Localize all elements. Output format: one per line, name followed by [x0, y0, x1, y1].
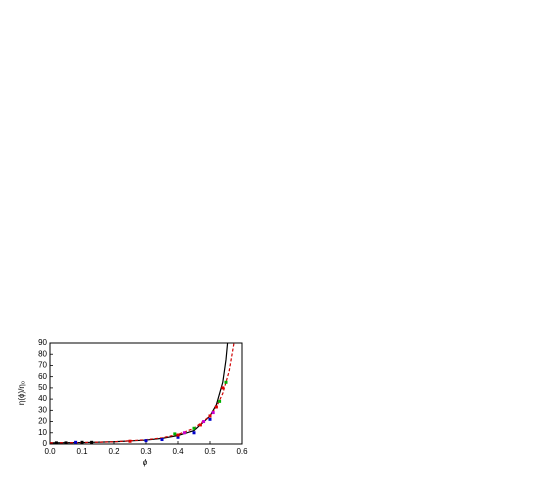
y-tick-label: 60	[38, 372, 47, 381]
x-tick-label: 0.0	[44, 447, 56, 456]
data-point	[80, 440, 84, 444]
x-tick-label: 0.4	[172, 447, 184, 456]
x-tick-label: 0.6	[236, 447, 248, 456]
x-tick-label: 0.1	[76, 447, 88, 456]
data-point	[160, 438, 164, 442]
data-point	[128, 439, 132, 443]
y-tick-label: 70	[38, 361, 47, 370]
y-tick-label: 50	[38, 383, 47, 392]
y-tick-label: 90	[38, 338, 47, 347]
data-point	[176, 433, 180, 437]
x-tick-label: 0.5	[204, 447, 216, 456]
curve	[50, 343, 235, 444]
data-point	[64, 441, 68, 444]
data-point	[208, 414, 212, 418]
data-point	[218, 399, 222, 403]
data-point	[176, 435, 180, 439]
data-point	[54, 441, 58, 444]
plot-area	[50, 343, 235, 444]
data-point	[221, 386, 225, 390]
data-point	[214, 405, 218, 409]
data-point	[173, 432, 177, 436]
data-point	[90, 440, 94, 444]
x-tick-label: 0.2	[108, 447, 120, 456]
y-tick-label: 20	[38, 417, 47, 426]
y-tick-label: 0	[43, 439, 48, 448]
y-tick-label: 10	[38, 428, 47, 437]
data-point	[198, 423, 202, 427]
y-tick-label: 40	[38, 394, 47, 403]
data-point	[208, 417, 212, 421]
data-point	[74, 440, 78, 444]
data-point	[182, 431, 186, 435]
x-axis-label: ϕ	[143, 458, 148, 467]
curve	[50, 343, 229, 444]
data-point	[192, 431, 196, 435]
y-tick-label: 80	[38, 349, 47, 358]
y-tick-label: 30	[38, 405, 47, 414]
x-tick-label: 0.3	[140, 447, 152, 456]
data-point	[192, 426, 196, 430]
plot-frame	[49, 342, 243, 445]
data-point	[144, 439, 148, 443]
data-point	[211, 411, 215, 415]
data-point	[202, 420, 206, 424]
y-axis-label: η(ϕ)/η₀	[17, 381, 26, 405]
data-point	[224, 380, 228, 384]
